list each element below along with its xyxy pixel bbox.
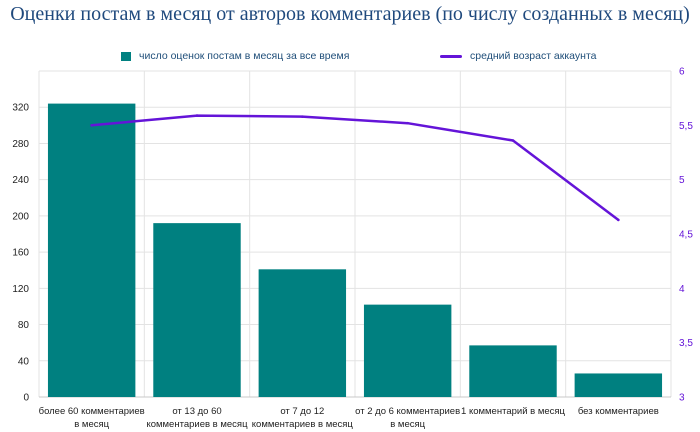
x-tick-label: от 13 до 60 комментариев в месяц: [146, 406, 248, 430]
x-tick-label: без комментариев: [578, 406, 659, 417]
x-tick-label-line: от 7 до 12: [280, 406, 324, 417]
legend-swatch-line: [440, 54, 462, 58]
chart-title: Оценки постам в месяц от авторов коммент…: [10, 3, 690, 25]
x-tick-label-line: комментариев в месяц: [252, 419, 354, 430]
y-tick-right: 5: [679, 175, 685, 186]
y-tick-right: 5,5: [679, 121, 693, 132]
line-point: [90, 124, 93, 127]
bar: [469, 345, 557, 397]
legend-label-line: средний возраст аккаунта: [470, 50, 597, 62]
x-tick-label: от 2 до 6 комментариев в месяц: [355, 406, 460, 430]
bar: [574, 373, 663, 397]
bar: [153, 223, 241, 397]
bar: [47, 103, 136, 397]
line-point: [301, 115, 304, 118]
y-tick-left: 280: [12, 139, 29, 150]
y-tick-right: 6: [679, 67, 685, 78]
x-tick-label-line: в месяц: [74, 419, 109, 430]
y-tick-right: 4,5: [679, 230, 693, 241]
y-tick-left: 0: [23, 393, 29, 404]
y-tick-left: 80: [18, 320, 30, 331]
y-tick-left: 320: [12, 103, 29, 114]
x-tick-label-line: от 13 до 60: [172, 406, 221, 417]
x-tick-label-line: от 2 до 6 комментариев: [355, 406, 460, 417]
x-tick-label: более 60 комментариев в месяц: [39, 406, 145, 430]
legend-swatch-bars: [121, 51, 131, 61]
y-tick-right: 4: [679, 284, 685, 295]
line-point: [195, 114, 199, 117]
y-tick-right: 3: [679, 393, 685, 404]
x-tick-label: от 7 до 12 комментариев в месяц: [252, 406, 354, 430]
series-line: [90, 114, 620, 222]
y-tick-left: 40: [18, 356, 30, 367]
y-tick-left: 160: [12, 248, 29, 259]
bar: [258, 269, 347, 397]
x-tick-label: 1 комментарий в месяц: [461, 406, 566, 417]
legend-item-line: средний возраст аккаунта: [440, 50, 596, 62]
x-tick-label-line: комментариев в месяц: [146, 419, 248, 430]
chart-legend: число оценок постам в месяц за все время…: [0, 50, 700, 66]
legend-item-bars: число оценок постам в месяц за все время: [121, 50, 349, 62]
y-tick-left: 240: [12, 175, 29, 186]
line-point: [617, 218, 620, 222]
x-tick-label-line: 1 комментарий в месяц: [461, 406, 566, 417]
y-tick-left: 120: [12, 284, 29, 295]
bar: [363, 304, 452, 397]
x-tick-label-line: более 60 комментариев: [39, 406, 145, 417]
y-tick-left: 200: [12, 211, 29, 222]
x-tick-label-line: без комментариев: [578, 406, 659, 417]
x-tick-label-line: в месяц: [390, 419, 425, 430]
y-tick-right: 3,5: [679, 338, 693, 349]
legend-label-bars: число оценок постам в месяц за все время: [139, 50, 350, 62]
line-point: [406, 121, 409, 125]
line-point: [511, 139, 515, 142]
